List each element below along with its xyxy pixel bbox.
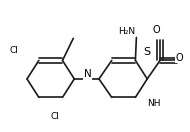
Text: H₂N: H₂N (118, 27, 135, 36)
Text: NH: NH (147, 99, 161, 108)
Text: N: N (84, 69, 92, 79)
Text: O: O (152, 25, 160, 35)
Text: Cl: Cl (50, 112, 59, 121)
Text: O: O (176, 53, 184, 63)
Text: S: S (144, 47, 151, 57)
Text: Cl: Cl (10, 46, 19, 55)
